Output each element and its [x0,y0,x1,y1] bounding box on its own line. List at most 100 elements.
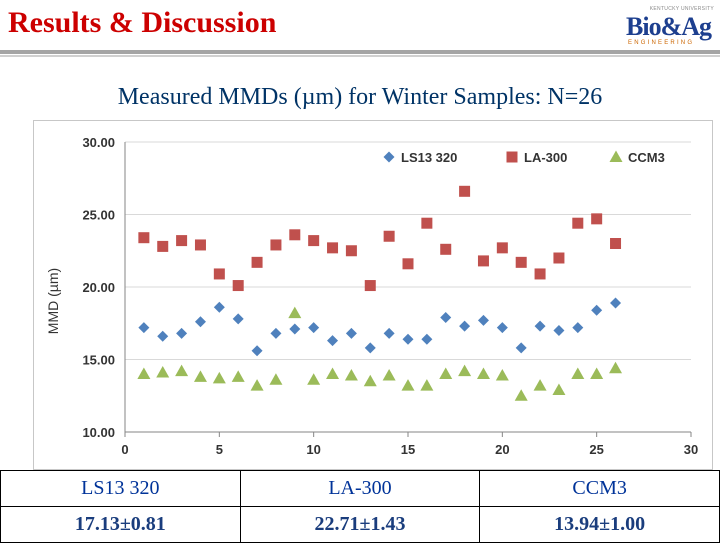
legend-label-ccm3: CCM3 [628,150,665,165]
data-point-la-300 [138,232,150,244]
data-point-la-300 [251,256,263,268]
y-tick-label: 15.00 [82,353,115,368]
logo-subtitle-text: ENGINEERING [628,40,695,46]
data-point-ls13-320 [591,304,603,316]
data-point-ccm3 [552,383,566,395]
data-point-ls13-320 [194,316,206,328]
x-tick-label: 25 [589,442,603,457]
summary-header-ccm3: CCM3 [479,470,720,507]
data-point-ls13-320 [572,322,584,334]
data-point-la-300 [572,217,584,229]
data-point-ls13-320 [421,333,433,345]
data-point-la-300 [610,238,622,249]
data-point-ls13-320 [383,327,395,339]
x-tick-label: 0 [121,442,128,457]
data-point-ls13-320 [308,322,320,334]
data-point-la-300 [402,258,414,270]
data-point-la-300 [327,242,339,254]
summary-value-la300: 22.71±1.43 [239,506,481,543]
summary-table: LS13 320 LA-300 CCM3 17.13±0.81 22.71±1.… [0,470,720,543]
data-point-ccm3 [458,364,472,377]
data-point-ccm3 [495,368,509,381]
data-point-ccm3 [137,367,151,379]
x-tick-label: 10 [306,442,320,457]
data-point-ccm3 [212,371,226,384]
data-point-la-300 [213,268,225,280]
data-point-la-300 [553,252,565,264]
data-point-ls13-320 [553,325,565,336]
data-point-la-300 [364,280,376,292]
y-tick-label: 30.00 [82,135,115,150]
bioag-logo: KENTUCKY UNIVERSITY Bio&Ag ENGINEERING [620,4,718,48]
data-point-la-300 [270,239,282,251]
data-point-ls13-320 [459,320,471,332]
header-divider-light [0,55,720,57]
data-point-la-300 [308,235,320,247]
header-divider [0,50,720,54]
data-point-ls13-320 [496,322,508,334]
data-point-la-300 [289,229,301,241]
data-point-la-300 [515,256,527,268]
legend-label-la-300: LA-300 [524,150,567,165]
data-point-la-300 [421,217,433,229]
data-point-ccm3 [288,306,302,319]
data-point-la-300 [440,243,452,255]
summary-value-ccm3: 13.94±1.00 [479,506,720,543]
slide-title: Results & Discussion [8,6,277,39]
chart-heading: Measured MMDs (µm) for Winter Samples: N… [117,84,603,110]
data-point-ccm3 [533,379,547,391]
data-point-la-300 [176,235,188,247]
y-tick-label: 10.00 [82,425,115,440]
legend-marker-ls13-320 [383,151,395,163]
data-point-ccm3 [344,368,358,381]
scatter-chart: 10.00 15.00 20.00 25.00 30.00 0 5 10 15 20 25 30 M… [45,135,698,457]
data-point-ccm3 [156,366,170,378]
x-tick-label: 30 [684,442,698,457]
axes [124,142,692,437]
logo-mark-text: Bio&Ag [626,12,712,41]
y-tick-labels: 10.00 15.00 20.00 25.00 30.00 [82,135,115,440]
data-point-la-300 [496,242,508,254]
summary-header-la300: LA-300 [239,470,481,507]
data-point-ls13-320 [440,311,452,323]
data-point-la-300 [477,255,489,267]
data-point-ccm3 [326,367,340,379]
data-point-la-300 [591,213,603,225]
data-point-ccm3 [609,361,623,374]
data-point-ls13-320 [251,345,263,357]
data-point-ccm3 [590,367,604,379]
data-point-ccm3 [193,370,207,382]
legend-marker-la-300 [506,151,518,163]
chart-area: 10.00 15.00 20.00 25.00 30.00 0 5 10 15 20 25 30 M… [33,120,713,470]
data-point-la-300 [459,185,471,197]
data-point-ls13-320 [610,297,622,309]
data-point-la-300 [383,230,395,242]
data-point-ls13-320 [477,314,489,326]
legend-label-ls13-320: LS13 320 [401,150,457,165]
data-point-ccm3 [439,367,453,379]
data-points [137,185,623,401]
data-point-ccm3 [571,367,585,379]
data-point-ls13-320 [213,301,225,313]
data-point-ccm3 [476,367,490,379]
data-point-la-300 [232,280,244,292]
data-point-ccm3 [250,379,264,391]
data-point-ls13-320 [157,330,169,342]
data-point-ls13-320 [534,320,546,332]
data-point-la-300 [534,268,546,280]
y-tick-label: 20.00 [82,280,115,295]
data-point-ccm3 [231,370,245,382]
data-point-la-300 [194,239,206,251]
legend-marker-ccm3 [609,150,623,162]
data-point-ccm3 [175,364,189,377]
data-point-ls13-320 [515,342,527,354]
x-tick-label: 15 [401,442,415,457]
data-point-ccm3 [382,368,396,381]
data-point-ls13-320 [364,342,376,354]
data-point-ls13-320 [138,322,150,334]
summary-header-ls13: LS13 320 [0,470,241,507]
data-point-ls13-320 [402,333,414,345]
data-point-ccm3 [269,373,283,385]
data-point-la-300 [345,245,357,257]
x-tick-label: 5 [216,442,223,457]
